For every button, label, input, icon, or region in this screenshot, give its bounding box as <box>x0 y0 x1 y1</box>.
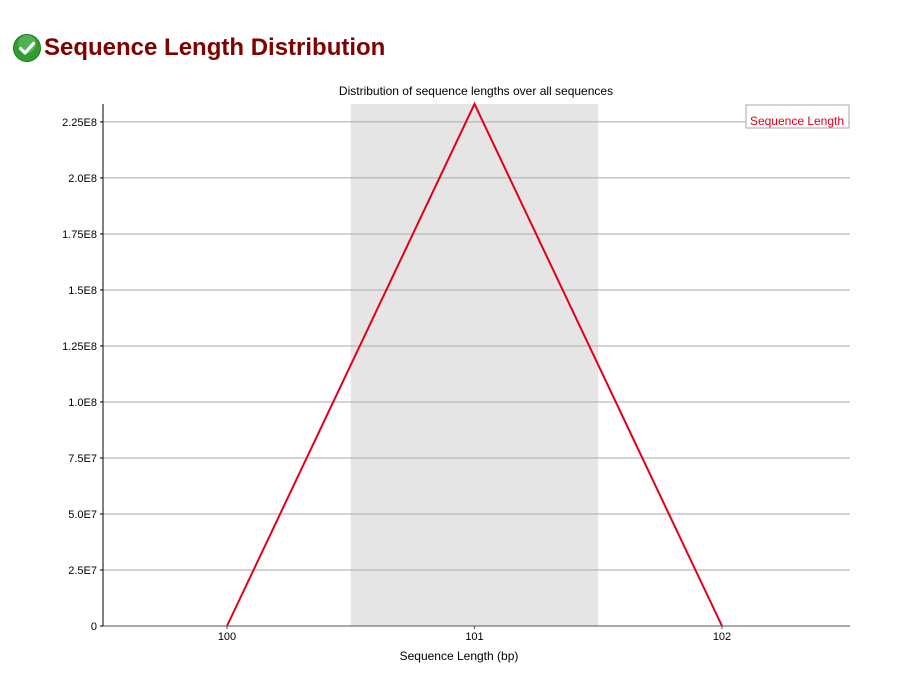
legend-series-label: Sequence Length <box>750 114 844 128</box>
report-header: Sequence Length Distribution <box>12 28 385 68</box>
legend-box <box>745 104 850 129</box>
y-tick-label: 7.5E7 <box>68 453 97 465</box>
highlight-band <box>350 104 599 626</box>
pass-check-icon <box>13 34 41 62</box>
page-title: Sequence Length Distribution <box>44 34 386 61</box>
y-tick-label: 1.0E8 <box>68 397 97 409</box>
y-tick-label: 5.0E7 <box>68 509 97 521</box>
y-tick-label: 2.0E8 <box>68 173 97 185</box>
x-tick-label: 102 <box>713 631 731 643</box>
y-tick-label: 2.25E8 <box>62 117 97 129</box>
x-tick-label: 101 <box>465 631 483 643</box>
x-tick-label: 100 <box>218 631 236 643</box>
y-tick-label: 1.5E8 <box>68 285 97 297</box>
chart-legend: Sequence Length <box>745 104 850 129</box>
x-axis-title: Sequence Length (bp) <box>400 649 519 663</box>
y-tick-label: 2.5E7 <box>68 565 97 577</box>
y-tick-label: 1.25E8 <box>62 341 97 353</box>
y-tick-label: 0 <box>91 621 97 633</box>
y-tick-label: 1.75E8 <box>62 229 97 241</box>
chart-title: Distribution of sequence lengths over al… <box>339 84 613 98</box>
